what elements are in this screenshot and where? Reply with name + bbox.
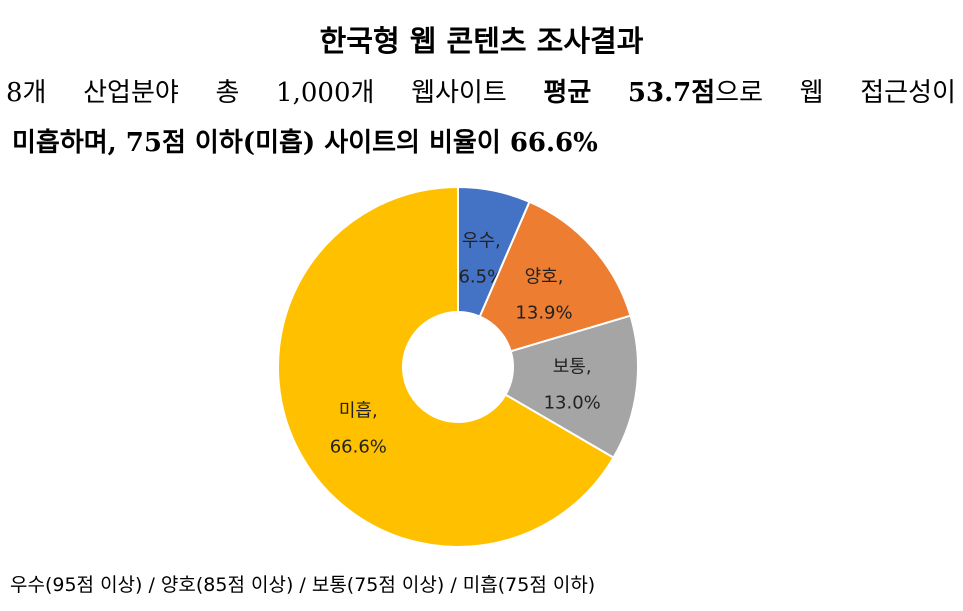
slice-label-value: 13.0% [544, 393, 601, 414]
slice-label-value: 6.5% [458, 266, 504, 287]
slice-label-category: 보통, [553, 357, 592, 378]
slice-3 [277, 185, 615, 548]
page-title: 한국형 웹 콘텐츠 조사결과 [319, 24, 644, 58]
word: 1,000개 [276, 78, 375, 108]
word: 으로 [715, 78, 763, 108]
word: 산업분야 [83, 78, 179, 108]
slice-label-value: 66.6% [330, 436, 387, 457]
legend-footnote: 우수(95점 이상) / 양호(85점 이상) / 보통(75점 이상) / 미… [10, 574, 596, 596]
slice-label-category: 양호, [525, 267, 564, 288]
average-score: 53.7점 [627, 78, 716, 108]
word: 웹사이트 [411, 78, 507, 108]
summary-line-1: 8개 산업분야 총 1,000개 웹사이트 평균 53.7점으로 웹 접근성이 [6, 72, 956, 109]
slice-1 [478, 200, 632, 353]
word: 8개 [6, 78, 47, 108]
word: 웹 [799, 78, 824, 108]
slice-label-category: 우수, [462, 230, 501, 251]
slice-label-value: 13.9% [515, 303, 572, 324]
slice-2 [504, 314, 639, 460]
slice-label-category: 미흡, [339, 400, 378, 421]
word: 접근성이 [860, 78, 956, 108]
word: 총 [215, 78, 240, 108]
summary-line-2: 미흡하며, 75점 이하(미흡) 사이트의 비율이 66.6% [12, 128, 598, 158]
word: 평균 [543, 78, 592, 108]
